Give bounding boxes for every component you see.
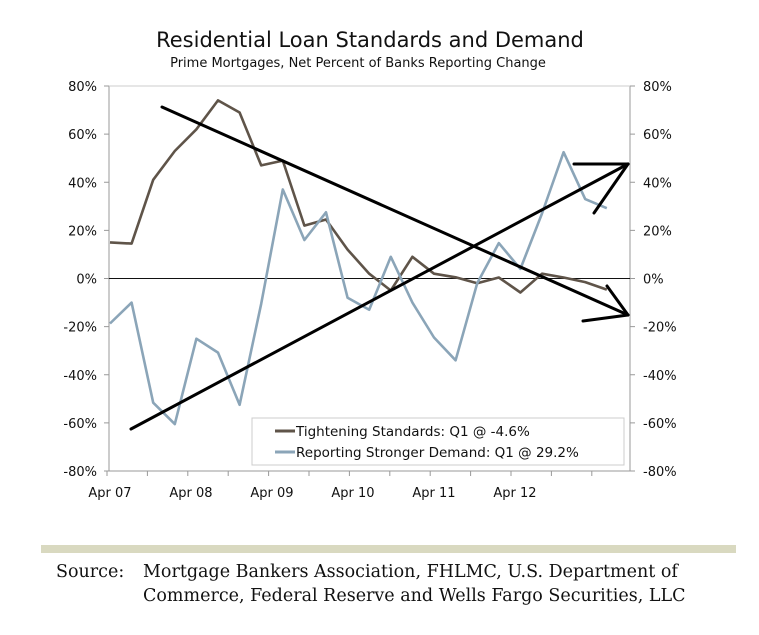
legend-label-demand: Reporting Stronger Demand: Q1 @ 29.2% <box>296 445 579 461</box>
y-axis-right-ticks: 80% 60% 40% 20% 0% -20% -40% -60% -80% <box>630 80 677 480</box>
y2-tick-label: -80% <box>643 465 677 480</box>
y2-tick-label: 40% <box>643 176 672 191</box>
y2-tick-label: -60% <box>643 417 677 432</box>
annotation-arrows <box>129 105 630 431</box>
y2-tick-label: 0% <box>643 273 664 288</box>
line-chart: 80% 60% 40% 20% 0% -20% -40% -60% -80% 80% 60% 40%… <box>63 80 677 501</box>
y2-tick-label: 20% <box>643 224 672 239</box>
uptrend-arrow-line <box>129 162 630 431</box>
y-tick-label: -80% <box>63 465 97 480</box>
stronger-demand-line <box>109 150 608 426</box>
source-line-2: Commerce, Federal Reserve and Wells Farg… <box>143 586 686 606</box>
y-tick-label: 0% <box>76 273 97 288</box>
legend-label-tightening: Tightening Standards: Q1 @ -4.6% <box>295 424 530 440</box>
x-tick-label: Apr 07 <box>88 486 131 501</box>
y-tick-label: -20% <box>63 321 97 336</box>
y2-tick-label: -40% <box>643 369 677 384</box>
y-axis-left-ticks: 80% 60% 40% 20% 0% -20% -40% -60% -80% <box>63 80 109 480</box>
x-tick-label: Apr 10 <box>331 486 374 501</box>
y-tick-label: -40% <box>63 369 97 384</box>
x-tick-label: Apr 09 <box>250 486 293 501</box>
y-tick-label: 40% <box>68 176 97 191</box>
series-lines <box>109 99 608 426</box>
downtrend-arrow-line <box>160 105 630 317</box>
tightening-standards-line <box>109 99 608 294</box>
x-tick-label: Apr 11 <box>412 486 455 501</box>
source-label: Source: <box>56 562 125 582</box>
y-tick-label: 60% <box>68 128 97 143</box>
x-tick-label: Apr 12 <box>493 486 536 501</box>
y-tick-label: -60% <box>63 417 97 432</box>
chart-title: Residential Loan Standards and Demand <box>156 28 584 52</box>
legend: Tightening Standards: Q1 @ -4.6% Reporti… <box>251 417 625 466</box>
source-line-1: Mortgage Bankers Association, FHLMC, U.S… <box>143 562 678 582</box>
source-text: Mortgage Bankers Association, FHLMC, U.S… <box>143 560 759 608</box>
chart-subtitle: Prime Mortgages, Net Percent of Banks Re… <box>170 56 546 71</box>
footer-divider-band <box>41 545 736 553</box>
x-axis-ticks: Apr 07 Apr 08 Apr 09 Apr 10 Apr 11 Apr 12 <box>88 471 593 501</box>
legend-box <box>251 417 625 466</box>
y-tick-label: 20% <box>68 224 97 239</box>
y2-tick-label: 60% <box>643 128 672 143</box>
downtrend-arrowhead-upper <box>605 284 630 317</box>
y2-tick-label: -20% <box>643 321 677 336</box>
x-tick-label: Apr 08 <box>169 486 212 501</box>
uptrend-arrowhead-lower <box>592 162 630 215</box>
y2-tick-label: 80% <box>643 80 672 95</box>
downtrend-arrowhead-lower <box>581 313 630 323</box>
y-tick-label: 80% <box>68 80 97 95</box>
plot-area <box>108 85 631 472</box>
